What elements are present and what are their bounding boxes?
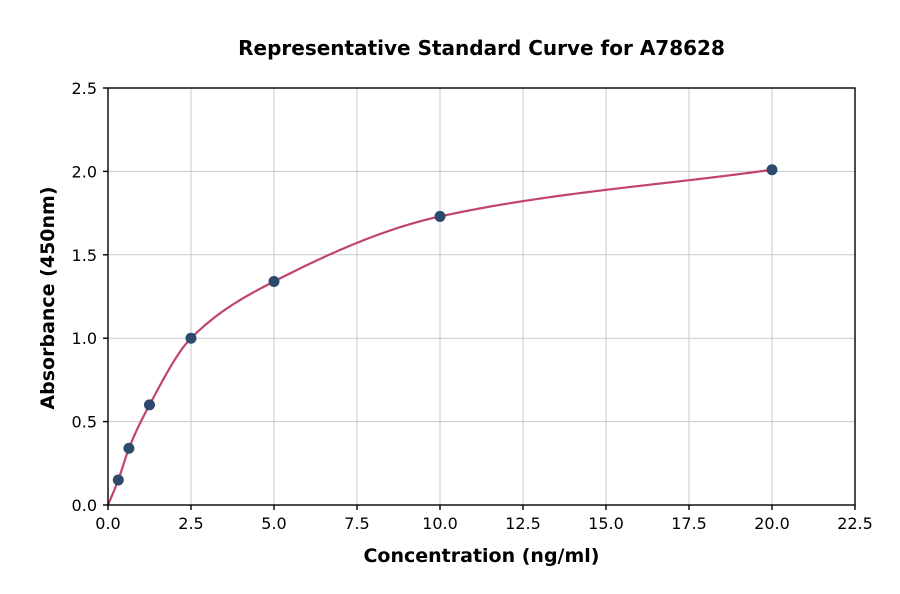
x-tick-label: 20.0 — [754, 514, 790, 533]
x-tick-label: 5.0 — [261, 514, 286, 533]
y-tick-label: 2.5 — [72, 79, 97, 98]
data-point — [434, 210, 446, 222]
y-tick-label: 1.5 — [72, 246, 97, 265]
x-tick-label: 2.5 — [178, 514, 203, 533]
x-tick-label: 7.5 — [344, 514, 369, 533]
data-point — [144, 399, 155, 411]
x-tick-label: 12.5 — [505, 514, 541, 533]
x-tick-label: 15.0 — [588, 514, 624, 533]
x-axis-label: Concentration (ng/ml) — [363, 545, 600, 567]
x-tick-label: 10.0 — [422, 514, 458, 533]
data-point — [766, 164, 778, 176]
data-point — [123, 442, 135, 454]
y-tick-label: 0.0 — [72, 496, 97, 515]
plot-border — [107, 87, 856, 506]
y-tick-label: 0.5 — [72, 413, 97, 432]
chart-title: Representative Standard Curve for A78628 — [238, 36, 725, 60]
x-tick-label: 17.5 — [671, 514, 707, 533]
y-tick-label: 2.0 — [72, 162, 97, 181]
data-point — [112, 474, 124, 486]
y-tick-label: 1.0 — [72, 329, 97, 348]
y-axis-label: Absorbance (450nm) — [37, 186, 59, 410]
data-point — [185, 332, 197, 344]
data-point — [268, 275, 280, 287]
x-tick-label: 0.0 — [95, 514, 120, 533]
x-tick-label: 22.5 — [837, 514, 873, 533]
